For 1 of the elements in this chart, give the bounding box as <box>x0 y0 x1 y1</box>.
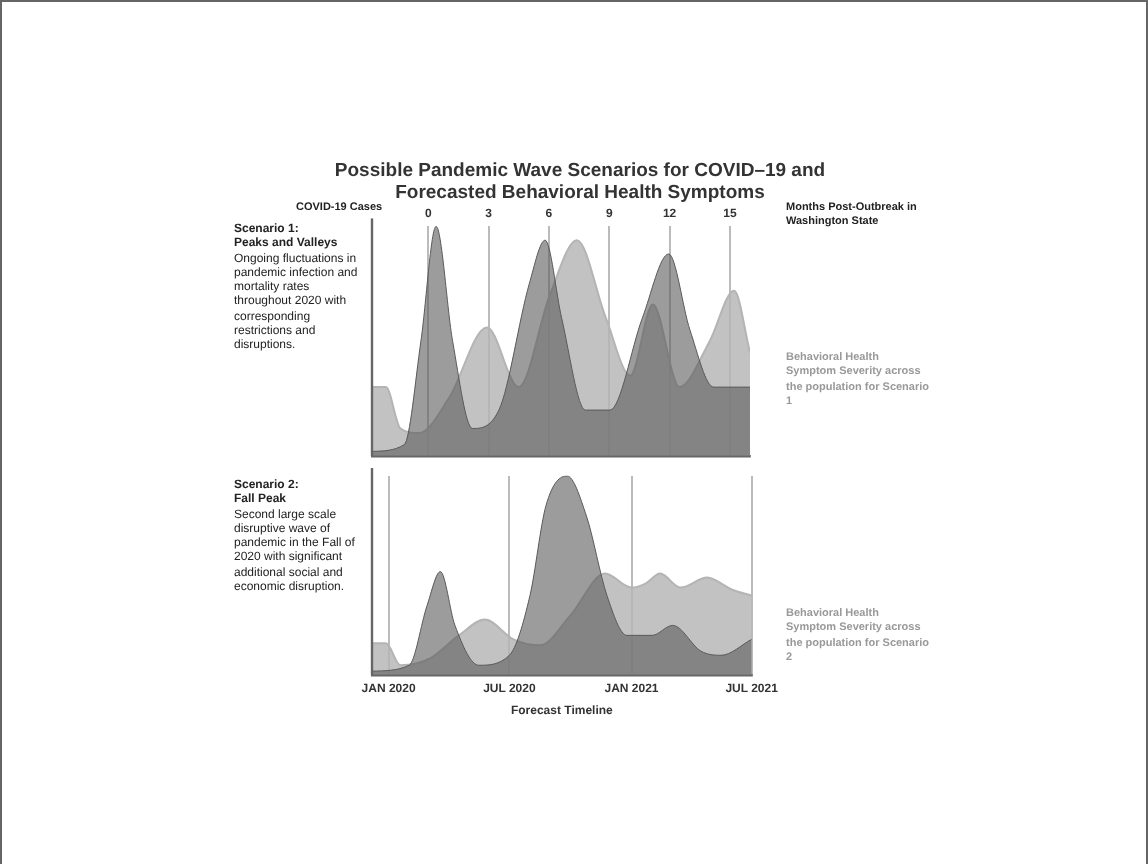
chart-title: Possible Pandemic Wave Scenarios for COVID–19 and Forecasted Behavioral Health Symptoms <box>334 160 828 204</box>
